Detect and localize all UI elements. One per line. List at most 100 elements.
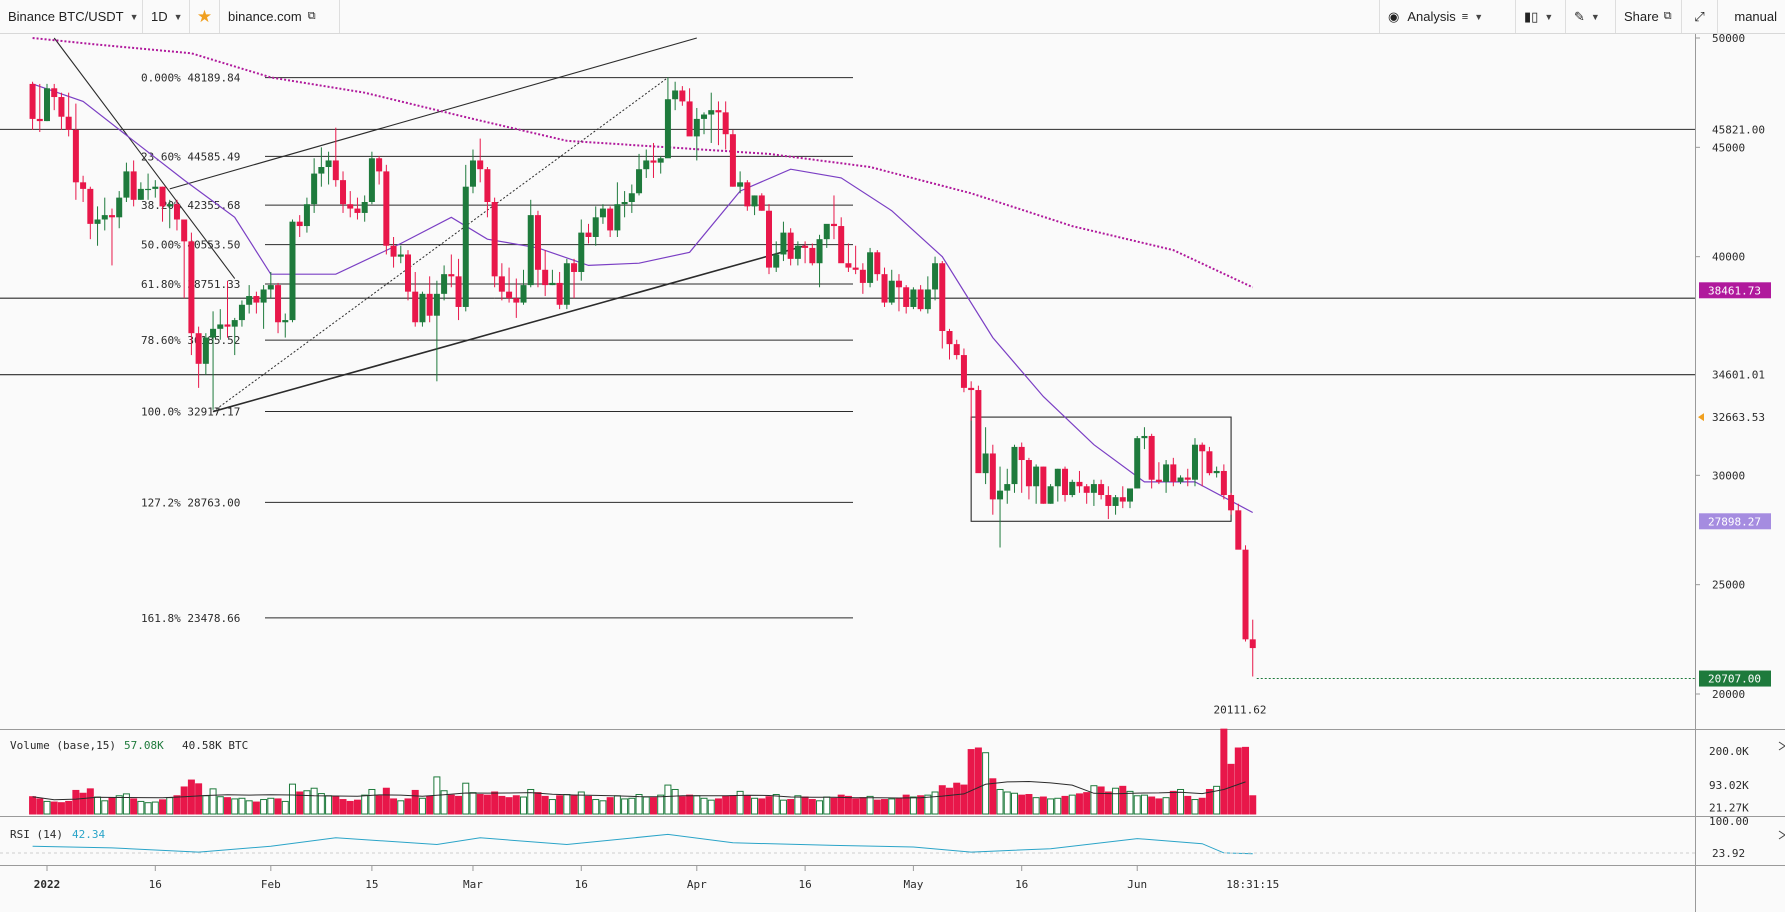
price-axis: 50000 45000 40000 30000 25000 20000 45821.00 38… (1214, 34, 1771, 717)
volume-bar (563, 794, 571, 815)
candle-body (94, 219, 101, 224)
candle-body (1011, 446, 1018, 485)
volume-bar (1249, 795, 1257, 815)
candle-body (917, 289, 924, 310)
volume-bar (455, 795, 463, 815)
price-chart[interactable]: 0.000% 48189.84 23.60% 44585.49 38.20% 423… (0, 34, 1785, 912)
candle-body (946, 331, 953, 345)
candle-body (773, 254, 780, 268)
volume-bar (202, 795, 210, 815)
favorite-button[interactable]: ★ (190, 0, 220, 33)
interval-selector[interactable]: 1D ▼ (143, 0, 190, 33)
volume-bar (953, 782, 961, 815)
external-link-icon: ⧉ (1663, 10, 1672, 22)
candle-body (1098, 484, 1105, 496)
candle-body (368, 158, 375, 202)
candle-body (202, 337, 209, 364)
candle-body (448, 274, 455, 277)
volume-bar (585, 795, 592, 815)
volume-bar (1213, 785, 1221, 815)
volume-bar (917, 795, 925, 815)
volume-bar (238, 797, 246, 815)
candle-body (289, 221, 296, 321)
candle-body (340, 180, 347, 205)
candle-body (578, 232, 585, 272)
scale-mode-toggle[interactable]: manual (1718, 0, 1785, 33)
volume-bar (967, 749, 975, 815)
volume-bar (1010, 792, 1018, 815)
share-button[interactable]: Share ⧉ (1616, 0, 1682, 33)
analysis-button[interactable]: ◉ Analysis ≡ ▼ (1379, 0, 1516, 33)
volume-bar (418, 797, 426, 815)
volume-bar (736, 790, 744, 815)
candle-body (1155, 479, 1162, 482)
volume-bar (1068, 794, 1076, 815)
candle-body (1054, 468, 1061, 487)
time-tick-label: May (903, 878, 923, 891)
volume-bar (649, 797, 657, 815)
candle-body (664, 99, 671, 159)
volume-bar (635, 794, 643, 815)
trend-line (169, 37, 697, 190)
time-tick-label: 16 (798, 878, 811, 891)
candle-body (332, 160, 339, 181)
candle-body (910, 289, 917, 307)
candle-body (469, 160, 476, 187)
candle-body (152, 186, 159, 189)
candle-body (939, 263, 946, 332)
pencil-icon: ✎ (1574, 8, 1585, 24)
candle-body (65, 116, 72, 130)
volume-bar (1148, 796, 1156, 815)
volume-bar (1205, 788, 1213, 815)
collapse-button[interactable]: ⤢ (1682, 0, 1718, 33)
volume-bar (447, 794, 455, 815)
candle-body (145, 188, 152, 191)
candle-body (412, 291, 419, 323)
symbol-selector[interactable]: Binance BTC/USDT ▼ (0, 0, 143, 33)
candle-body (1090, 484, 1097, 493)
alert-marker-icon (1698, 413, 1704, 422)
candle-body (982, 453, 989, 474)
candle-body (960, 355, 967, 388)
candle-body (405, 254, 411, 292)
time-tick-label: Feb (261, 878, 281, 891)
candle-body (80, 182, 87, 189)
share-label: Share (1624, 9, 1659, 24)
candle-body (311, 173, 318, 205)
volume-bar (260, 799, 268, 815)
candle-body (621, 202, 628, 205)
volume-bar (382, 787, 390, 815)
candle-body (751, 195, 758, 207)
candle-body (1148, 435, 1155, 480)
price-tick-label: 20000 (1712, 688, 1745, 701)
candle-body (816, 239, 823, 264)
fib-level-label: 38.20% 42355.68 (141, 199, 240, 212)
volume-bar (765, 796, 773, 815)
candle-body (643, 160, 650, 170)
filter-icon: ≡ (1461, 10, 1469, 23)
candle-body (491, 202, 498, 277)
volume-bar (888, 798, 896, 815)
site-link[interactable]: binance.com ⧉ (220, 0, 340, 33)
volume-bar (79, 792, 87, 815)
candle-body (881, 274, 888, 303)
volume-bar (1003, 791, 1011, 815)
volume-bar (1047, 798, 1055, 815)
candle-body (953, 344, 960, 356)
candle-body (1220, 470, 1227, 496)
volume-bar (1184, 795, 1192, 815)
candle-body (455, 276, 462, 307)
candle-body (1191, 444, 1198, 480)
volume-bar (787, 799, 795, 815)
volume-bar (317, 793, 325, 815)
candle-body (224, 324, 231, 327)
volume-value: 57.08K (124, 739, 164, 752)
price-tick-label: 50000 (1712, 34, 1745, 45)
chart-type-button[interactable]: ▮▯ ▼ (1516, 0, 1566, 33)
candle-body (592, 217, 599, 237)
volume-bar (411, 789, 419, 815)
volume-bar (844, 795, 852, 815)
drawing-tools-button[interactable]: ✎ ▼ (1566, 0, 1616, 33)
volume-tick-label: 21.27K (1709, 801, 1749, 814)
volume-bar (621, 798, 629, 815)
